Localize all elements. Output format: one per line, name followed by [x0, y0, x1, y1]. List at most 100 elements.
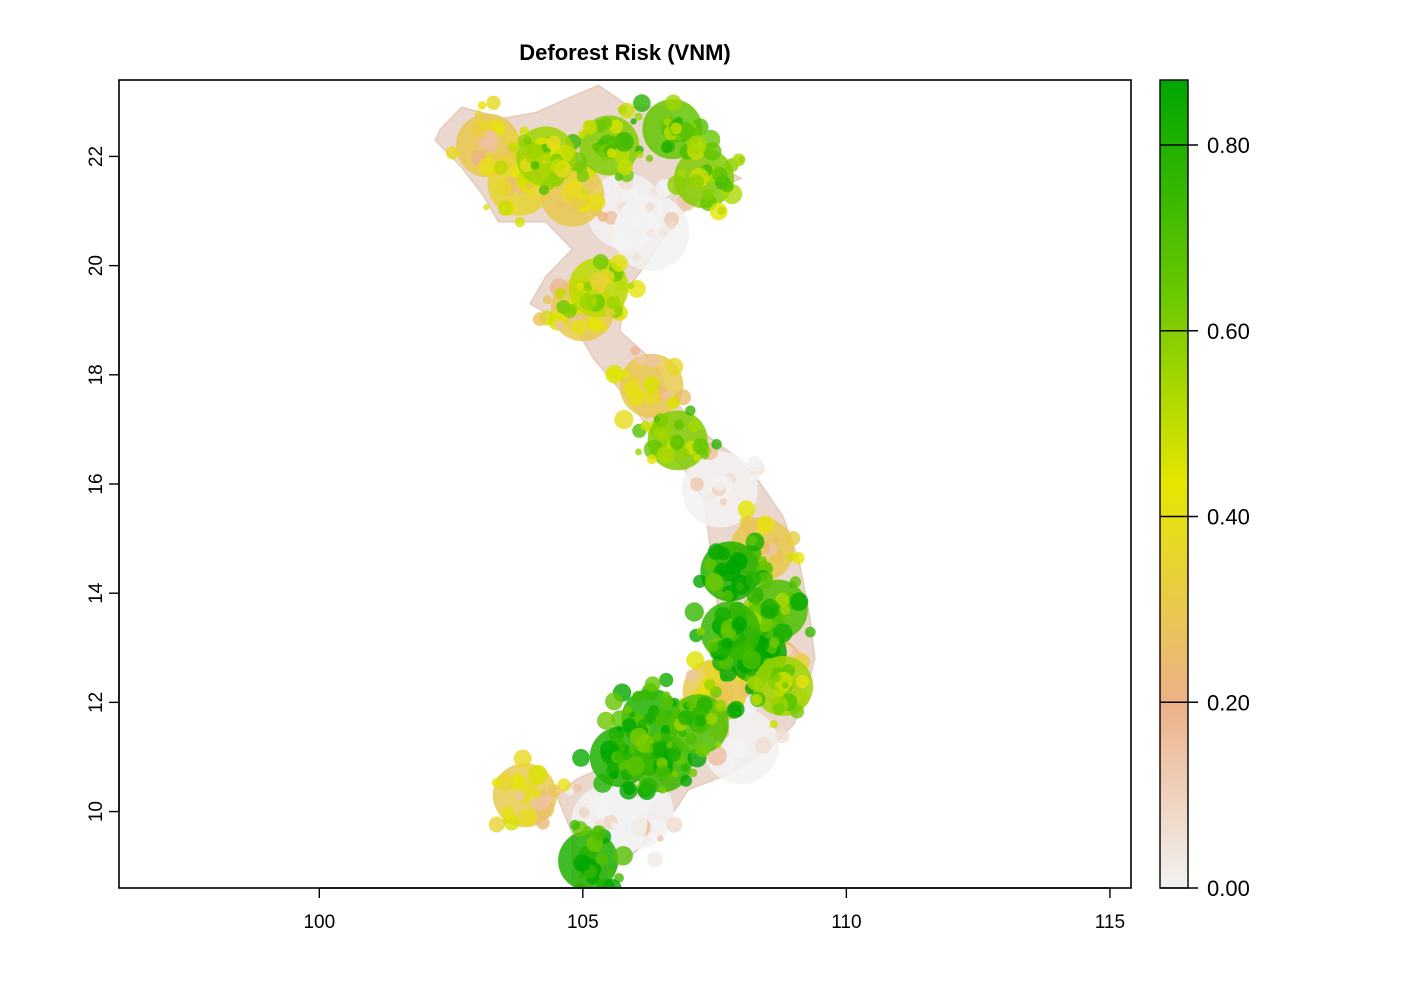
low-risk-area-cell [775, 729, 790, 744]
low-risk-area-cell [611, 822, 618, 829]
medium-risk-area-cell [772, 537, 780, 544]
y-tick-label: 12 [86, 692, 107, 713]
high-risk-area-cell [680, 763, 690, 772]
medium-risk-area-cell [474, 110, 482, 118]
high-risk-area-cell [695, 743, 710, 758]
high-risk-area-cell [670, 122, 682, 135]
medium-risk-area-cell [792, 552, 805, 565]
high-risk-area-cell [660, 724, 671, 735]
medium-risk-area-cell [686, 651, 705, 670]
high-risk-area-cell [729, 552, 748, 571]
low-risk-area-cell [611, 231, 631, 251]
legend-tick-label: 0.80 [1207, 133, 1250, 158]
high-risk-area-cell [579, 292, 598, 311]
y-tick-label: 16 [86, 473, 107, 494]
high-risk-area-cell [707, 641, 719, 653]
medium-risk-area-cell [503, 130, 520, 148]
medium-risk-area-cell [497, 200, 513, 216]
high-risk-area-cell [769, 637, 780, 648]
high-risk-area-cell [592, 253, 609, 270]
high-risk-area-cell [747, 676, 762, 690]
low-risk-area-cell [578, 806, 590, 818]
medium-risk-area-cell [478, 142, 487, 150]
medium-risk-area-cell [483, 204, 490, 211]
high-risk-area-cell [707, 543, 725, 561]
high-risk-area-cell [605, 692, 623, 711]
high-risk-area-cell [705, 712, 718, 725]
high-risk-area-cell [693, 574, 707, 588]
map-raster [434, 84, 816, 888]
medium-risk-area-cell [785, 531, 801, 546]
high-risk-area-cell [523, 136, 533, 146]
high-risk-area-cell [629, 711, 636, 718]
high-risk-area-cell [582, 119, 598, 135]
high-risk-area-cell [711, 439, 722, 450]
high-risk-area-cell [692, 438, 709, 455]
high-risk-area-cell [652, 731, 663, 742]
high-risk-area-cell [542, 152, 552, 162]
low-risk-area-cell [711, 474, 728, 491]
high-risk-area-cell [538, 185, 549, 196]
high-risk-area-cell [617, 281, 627, 291]
high-risk-area-cell [696, 627, 705, 636]
map-title: Deforest Risk (VNM) [519, 40, 730, 65]
medium-risk-area-cell [491, 778, 501, 787]
medium-risk-area-cell [488, 816, 505, 833]
medium-risk-area-cell [478, 157, 497, 176]
low-risk-area-cell [751, 473, 759, 482]
high-risk-area-cell [606, 148, 617, 158]
high-risk-area-cell [746, 586, 764, 604]
high-risk-area-cell [766, 573, 773, 580]
high-risk-area-cell [590, 297, 598, 305]
high-risk-area-cell [640, 420, 651, 431]
medium-risk-area-cell [644, 377, 660, 394]
high-risk-area-cell [614, 132, 634, 152]
high-risk-area-cell [646, 454, 657, 465]
high-risk-area-cell [694, 714, 707, 727]
high-risk-area-cell [592, 143, 601, 151]
x-tick-label: 105 [567, 912, 599, 933]
high-risk-area-cell [703, 558, 718, 573]
medium-risk-area-cell [554, 320, 565, 331]
low-risk-area-cell [747, 455, 763, 472]
high-risk-area-cell [554, 287, 567, 300]
high-risk-area-cell [508, 142, 519, 153]
medium-risk-area-cell [605, 364, 624, 384]
low-risk-area-cell [719, 498, 727, 506]
medium-risk-area-cell [570, 319, 587, 335]
medium-risk-area-cell [486, 95, 501, 111]
legend-color-bar [1160, 80, 1188, 888]
high-risk-area-cell [760, 605, 774, 619]
high-risk-area-cell [639, 777, 658, 795]
high-risk-area-cell [667, 175, 688, 195]
medium-risk-area-cell [643, 388, 660, 406]
high-risk-area-cell [644, 676, 661, 693]
medium-risk-area-cell [685, 669, 698, 682]
low-risk-area-cell [645, 202, 655, 212]
high-risk-area-cell [667, 396, 680, 410]
high-risk-area-cell [634, 112, 643, 121]
high-risk-area-cell [609, 770, 619, 780]
high-risk-area-cell [727, 700, 745, 718]
medium-risk-area-cell [630, 345, 640, 356]
low-risk-area-cell [629, 217, 642, 229]
high-risk-area-cell [773, 623, 793, 643]
medium-risk-area-cell [542, 295, 552, 305]
high-risk-area-cell [608, 135, 619, 147]
high-risk-area-cell [735, 582, 744, 591]
high-risk-area-cell [678, 447, 690, 458]
medium-risk-area-cell [532, 312, 547, 327]
high-risk-area-cell [688, 420, 701, 433]
high-risk-area-cell [602, 879, 622, 888]
low-risk-area-cell [667, 239, 674, 247]
y-tick-label: 18 [86, 364, 107, 385]
high-risk-area-cell [722, 590, 734, 602]
medium-risk-area-cell [513, 749, 532, 768]
medium-risk-area-cell [497, 177, 508, 187]
high-risk-area-cell [644, 760, 655, 771]
high-risk-area-cell [576, 282, 584, 291]
high-risk-area-cell [617, 159, 633, 176]
high-risk-area-cell [659, 672, 674, 688]
medium-risk-area-cell [477, 101, 487, 110]
medium-risk-area-cell [643, 412, 650, 419]
